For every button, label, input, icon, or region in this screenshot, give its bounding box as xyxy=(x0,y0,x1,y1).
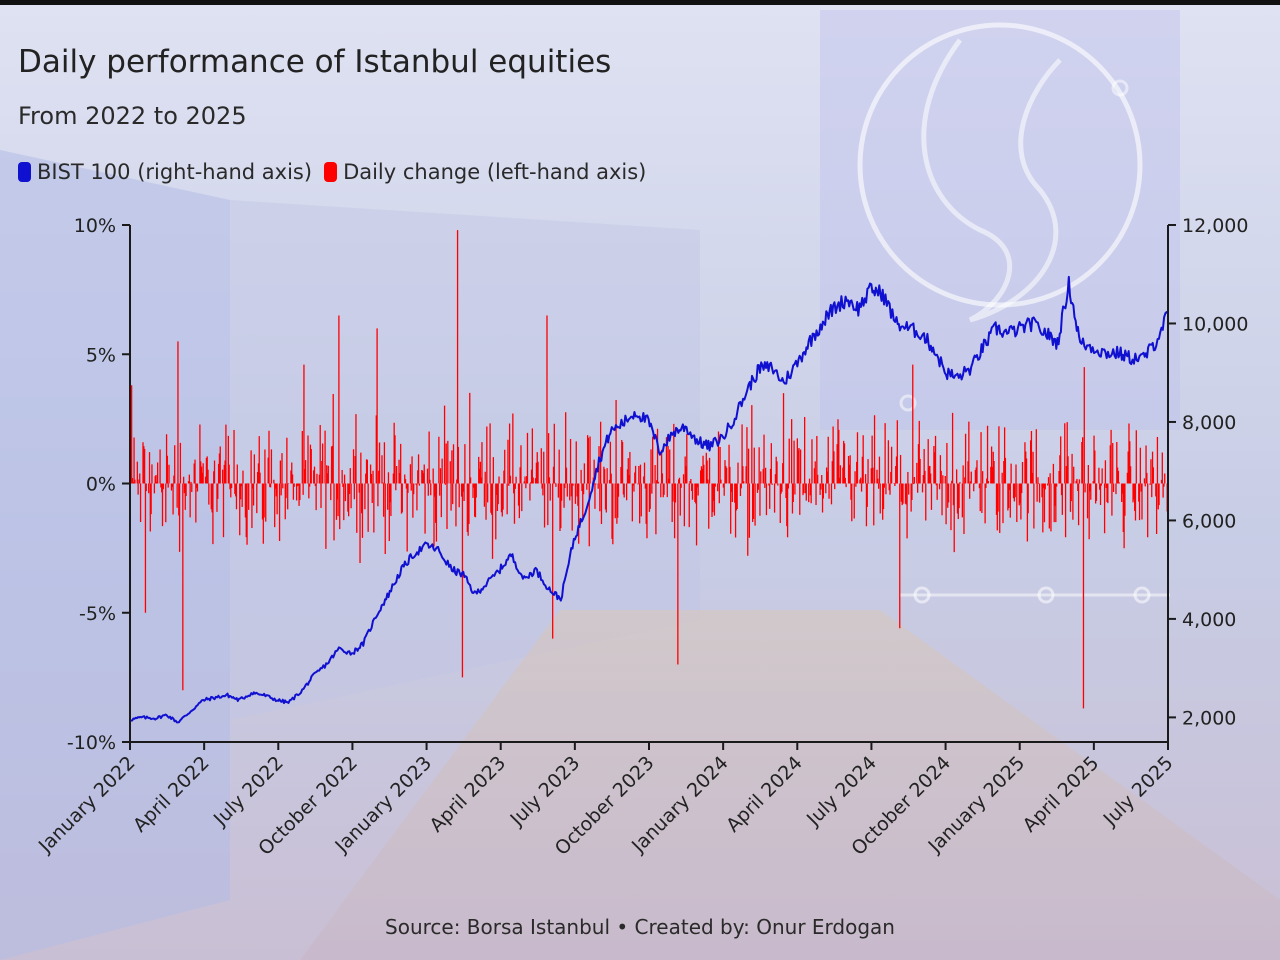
right-axis-tick-label: 2,000 xyxy=(1182,707,1236,729)
x-axis-tick-label: April 2022 xyxy=(129,752,214,837)
x-axis-tick-label: July 2023 xyxy=(506,752,585,831)
right-axis-tick-label: 4,000 xyxy=(1182,609,1236,631)
legend-swatch-change xyxy=(324,162,338,182)
x-axis-tick-label: July 2025 xyxy=(1099,752,1178,831)
left-axis-tick-label: 5% xyxy=(86,344,116,366)
x-axis-tick-label: April 2023 xyxy=(426,752,511,837)
legend-label-bist: BIST 100 (right-hand axis) xyxy=(37,160,313,184)
right-axis-tick-label: 10,000 xyxy=(1182,313,1248,335)
left-axis-tick-label: 0% xyxy=(86,474,116,496)
x-axis-tick-label: January 2022 xyxy=(34,752,140,858)
x-axis-tick-label: April 2025 xyxy=(1019,752,1104,837)
x-axis-tick-label: July 2022 xyxy=(209,752,288,831)
daily-change-series xyxy=(130,230,1169,709)
top-border xyxy=(0,0,1280,5)
right-axis-tick-label: 12,000 xyxy=(1182,215,1248,237)
left-axis-tick-label: -5% xyxy=(79,603,116,625)
left-axis-tick-label: -10% xyxy=(67,732,116,754)
legend-item-bist: BIST 100 (right-hand axis) xyxy=(18,160,312,184)
chart-legend: BIST 100 (right-hand axis) Daily change … xyxy=(18,160,646,184)
bist100-series xyxy=(129,275,1169,724)
source-note: Source: Borsa Istanbul • Created by: Onu… xyxy=(385,915,895,939)
right-axis-tick-label: 8,000 xyxy=(1182,412,1236,434)
daily-change-bars xyxy=(130,230,1169,709)
x-axis-tick-label: April 2024 xyxy=(722,752,807,837)
bist100-line xyxy=(129,275,1169,724)
chart-title: Daily performance of Istanbul equities xyxy=(18,44,612,80)
legend-item-change: Daily change (left-hand axis) xyxy=(324,160,646,184)
x-axis-tick-label: July 2024 xyxy=(802,752,881,831)
left-axis-tick-label: 10% xyxy=(74,215,116,237)
chart-subtitle: From 2022 to 2025 xyxy=(18,102,247,130)
chart-axes: 10% 5% 0% -5% -10% 12,000 10,000 8,000 6,000 4,00… xyxy=(34,215,1249,860)
legend-label-change: Daily change (left-hand axis) xyxy=(343,160,647,184)
legend-swatch-bist xyxy=(18,162,31,182)
right-axis-tick-label: 6,000 xyxy=(1182,510,1236,532)
